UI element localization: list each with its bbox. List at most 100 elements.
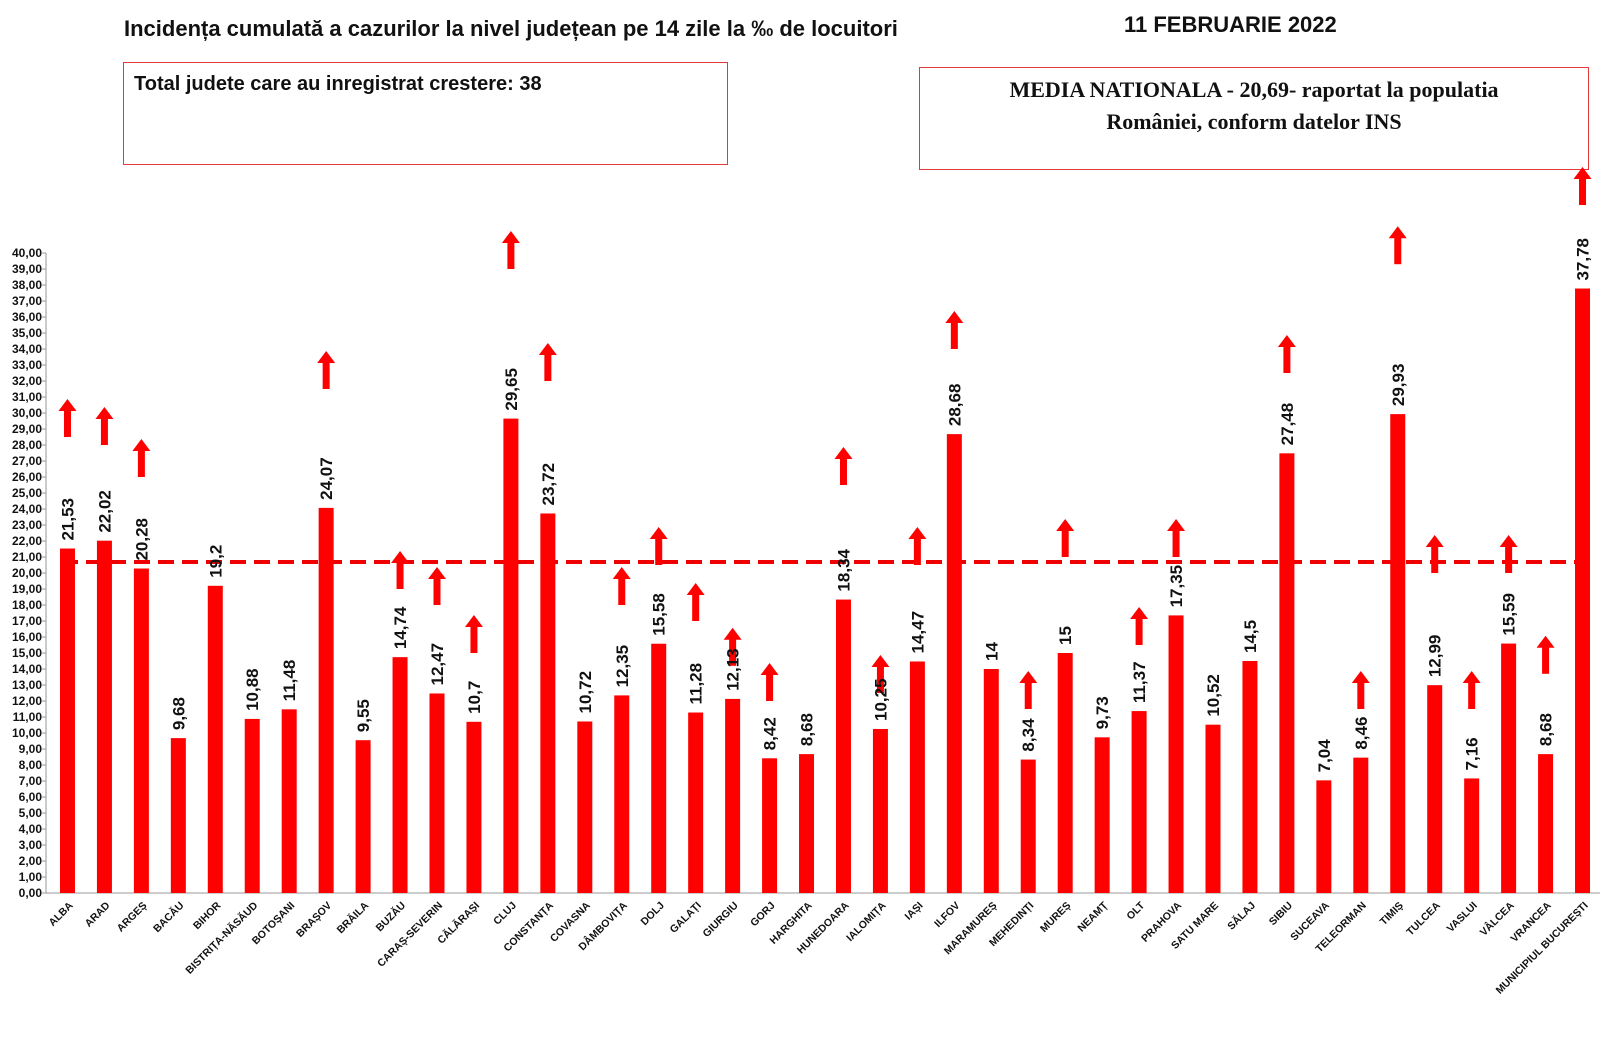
increase-arrow bbox=[1462, 671, 1481, 709]
value-label: 27,48 bbox=[1278, 403, 1297, 446]
increase-arrow bbox=[834, 447, 853, 485]
category-label: SĂLAJ bbox=[1225, 899, 1259, 933]
value-label: 10,25 bbox=[871, 678, 890, 721]
increase-arrow bbox=[1277, 335, 1296, 373]
bar bbox=[577, 721, 593, 893]
category-label: IAȘI bbox=[903, 900, 926, 923]
y-tick-label: 19,00 bbox=[12, 582, 42, 596]
y-tick-label: 23,00 bbox=[12, 518, 42, 532]
bar bbox=[651, 643, 667, 893]
value-label: 15,59 bbox=[1500, 593, 1519, 636]
bar bbox=[688, 712, 704, 893]
bar bbox=[170, 738, 186, 893]
category-label: BUZĂU bbox=[373, 899, 408, 934]
y-tick-label: 31,00 bbox=[12, 390, 42, 404]
increase-arrow bbox=[1388, 226, 1407, 265]
bar bbox=[281, 709, 297, 893]
value-label: 8,42 bbox=[761, 717, 780, 750]
value-label: 10,52 bbox=[1204, 674, 1223, 717]
y-tick-label: 34,00 bbox=[12, 342, 42, 356]
value-label: 15 bbox=[1056, 626, 1075, 645]
y-tick-label: 16,00 bbox=[12, 630, 42, 644]
increase-arrow bbox=[1130, 607, 1149, 645]
category-label: BRĂILA bbox=[334, 899, 372, 937]
value-label: 23,72 bbox=[539, 463, 558, 506]
increase-arrow bbox=[95, 407, 114, 445]
value-label: 11,28 bbox=[687, 663, 706, 705]
value-label: 14,47 bbox=[908, 611, 927, 654]
y-tick-label: 6,00 bbox=[19, 790, 43, 804]
increase-total-box: Total judete care au inregistrat crester… bbox=[123, 62, 728, 165]
bar bbox=[59, 548, 75, 893]
bar bbox=[429, 693, 445, 893]
category-label: GIURGIU bbox=[700, 900, 740, 940]
bar bbox=[762, 758, 778, 893]
y-tick-label: 17,00 bbox=[12, 614, 42, 628]
bar bbox=[909, 661, 925, 893]
bar bbox=[133, 568, 149, 893]
category-label: VASLUI bbox=[1445, 900, 1480, 935]
y-tick-label: 12,00 bbox=[12, 694, 42, 708]
increase-arrow bbox=[1536, 635, 1555, 674]
value-label: 12,47 bbox=[428, 643, 447, 686]
increase-arrow bbox=[871, 655, 890, 693]
bar bbox=[1094, 737, 1110, 893]
y-tick-label: 18,00 bbox=[12, 598, 42, 612]
increase-arrow bbox=[1573, 167, 1592, 205]
increase-arrow bbox=[58, 399, 77, 437]
value-label: 19,2 bbox=[206, 545, 225, 578]
value-label: 29,65 bbox=[502, 368, 521, 411]
y-tick-label: 35,00 bbox=[12, 326, 42, 340]
y-tick-label: 4,00 bbox=[19, 822, 43, 836]
increase-arrow bbox=[1351, 671, 1370, 709]
bar bbox=[1427, 685, 1443, 893]
value-labels: 21,53 22,02 20,28 9,68 19,2 10,88 11,48 24,07 9,… bbox=[58, 238, 1592, 772]
category-label: OLT bbox=[1124, 899, 1147, 922]
value-label: 37,78 bbox=[1574, 238, 1593, 281]
increase-arrow bbox=[317, 351, 336, 389]
increase-arrows bbox=[58, 167, 1592, 709]
y-tick-label: 26,00 bbox=[12, 470, 42, 484]
category-label: IALOMIȚA bbox=[844, 899, 889, 944]
chart-date: 11 FEBRUARIE 2022 bbox=[1124, 12, 1337, 37]
y-tick-label: 39,00 bbox=[12, 262, 42, 276]
increase-arrow bbox=[945, 311, 964, 349]
bar bbox=[207, 585, 223, 893]
bar bbox=[614, 695, 630, 893]
y-tick-label: 24,00 bbox=[12, 502, 42, 516]
y-tick-label: 40,00 bbox=[12, 246, 42, 260]
y-tick-label: 1,00 bbox=[19, 870, 43, 884]
increase-arrow bbox=[649, 527, 668, 565]
increase-arrow bbox=[538, 343, 557, 381]
category-label: TULCEA bbox=[1404, 899, 1443, 938]
bar bbox=[1390, 414, 1406, 893]
y-tick-label: 25,00 bbox=[12, 486, 42, 500]
bar bbox=[466, 721, 482, 893]
y-tick-label: 28,00 bbox=[12, 438, 42, 452]
bar bbox=[872, 729, 888, 893]
value-label: 10,88 bbox=[243, 668, 262, 711]
value-label: 21,53 bbox=[58, 498, 77, 541]
category-label: MUREȘ bbox=[1038, 900, 1073, 935]
category-label: BISTRIȚA-NĂSĂUD bbox=[183, 899, 261, 977]
bar bbox=[1316, 780, 1332, 893]
value-label: 12,99 bbox=[1426, 635, 1445, 678]
category-label: DOLJ bbox=[639, 900, 667, 928]
y-tick-label: 5,00 bbox=[19, 806, 43, 820]
value-label: 9,55 bbox=[354, 699, 373, 732]
value-label: 8,68 bbox=[1537, 713, 1556, 746]
value-label: 14,74 bbox=[391, 606, 410, 649]
bar bbox=[1538, 754, 1554, 893]
y-tick-label: 8,00 bbox=[19, 758, 43, 772]
bar bbox=[725, 698, 741, 893]
value-label: 24,07 bbox=[317, 457, 336, 500]
value-label: 14 bbox=[982, 642, 1001, 661]
increase-arrow bbox=[464, 615, 483, 653]
y-tick-label: 37,00 bbox=[12, 294, 42, 308]
value-label: 7,16 bbox=[1463, 737, 1482, 770]
increase-arrow bbox=[428, 567, 446, 605]
increase-arrow bbox=[1167, 519, 1186, 557]
y-tick-label: 36,00 bbox=[12, 310, 42, 324]
category-label: BIHOR bbox=[191, 899, 224, 932]
bar bbox=[1575, 288, 1591, 893]
